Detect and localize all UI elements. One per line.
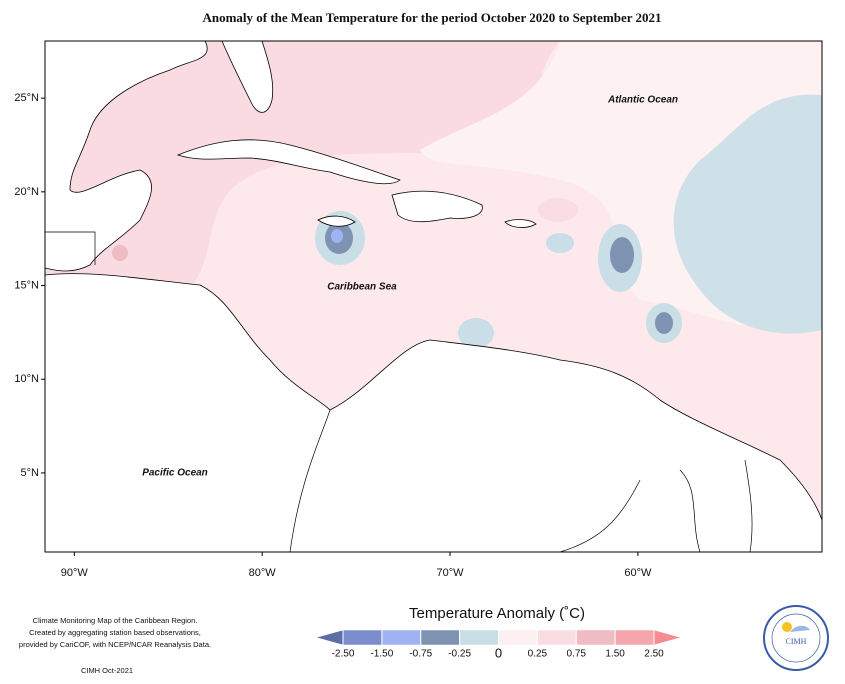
lat-tick-label: 10°N <box>14 373 39 385</box>
warm-anomaly <box>538 198 578 222</box>
logo-text: CIMH <box>786 637 807 646</box>
cool-region <box>673 94 822 334</box>
land <box>176 139 401 185</box>
colorbar-tick-label: 0 <box>495 645 502 660</box>
logo-cloud <box>790 625 810 632</box>
land <box>45 41 208 272</box>
colorbar-tick-label: -2.50 <box>332 649 355 660</box>
cool-anomaly <box>655 312 673 334</box>
cool-anomaly <box>610 237 634 273</box>
colorbar-tick-label: 0.25 <box>528 649 548 660</box>
colorbar-tick-label: 1.50 <box>605 649 625 660</box>
colorbar-tick-label: -0.75 <box>409 649 432 660</box>
border <box>45 231 331 552</box>
colorbar-tick-label: -0.25 <box>448 649 471 660</box>
map-area <box>45 41 822 552</box>
land <box>221 41 274 113</box>
colorbar-bin <box>381 629 422 646</box>
lon-tick-label: 90°W <box>61 567 89 579</box>
colorbar-bin <box>537 629 577 646</box>
logo <box>771 613 821 663</box>
lon-tick-label: 80°W <box>249 567 277 579</box>
colorbar-bin <box>498 629 538 646</box>
warm-anomaly <box>112 245 128 261</box>
ocean-label: Atlantic Ocean <box>607 95 678 106</box>
footnote-line: Created by aggregating station based obs… <box>29 628 201 637</box>
land <box>391 190 483 223</box>
footnote-line: Climate Monitoring Map of the Caribbean … <box>33 616 198 625</box>
footnote-line: provided by CariCOF, with NCEP/NCAR Rean… <box>19 640 211 649</box>
logo <box>763 605 829 671</box>
colorbar-bin <box>459 629 499 646</box>
land <box>504 219 537 228</box>
title: Anomaly of the Mean Temperature for the … <box>202 10 661 25</box>
colorbar-tick-label: 2.50 <box>644 649 664 660</box>
lon-tick-label: 60°W <box>624 567 652 579</box>
colorbar-bin <box>575 629 616 646</box>
credit: CIMH Oct-2021 <box>81 666 133 675</box>
ocean-label: Pacific Ocean <box>142 468 208 479</box>
map-frame <box>44 40 823 553</box>
lat-tick-label: 20°N <box>14 186 39 198</box>
land <box>317 215 356 227</box>
ocean-label: Caribbean Sea <box>327 282 397 293</box>
warm-region <box>45 41 560 350</box>
footnote: Climate Monitoring Map of the Caribbean … <box>19 616 211 675</box>
land <box>45 273 822 552</box>
cool-anomaly <box>331 229 343 243</box>
cool-anomaly <box>546 233 574 253</box>
colorbar-tick-label: -1.50 <box>370 649 393 660</box>
lat-tick-label: 5°N <box>21 467 40 479</box>
colorbar-title: Temperature Anomaly (˚C) <box>409 605 585 622</box>
colorbar-bin <box>342 629 383 646</box>
colorbar-bin <box>614 629 655 646</box>
colorbar-bin <box>420 629 460 646</box>
colorbar-tick-label: 0.75 <box>567 649 587 660</box>
logo-sun <box>782 622 792 632</box>
border <box>559 459 753 552</box>
colorbar-bin <box>314 629 344 646</box>
colorbar-bin <box>653 629 683 646</box>
lat-tick-label: 15°N <box>14 279 39 291</box>
lon-tick-label: 70°W <box>437 567 465 579</box>
lat-tick-label: 25°N <box>14 92 39 104</box>
cool-anomaly <box>458 318 494 348</box>
